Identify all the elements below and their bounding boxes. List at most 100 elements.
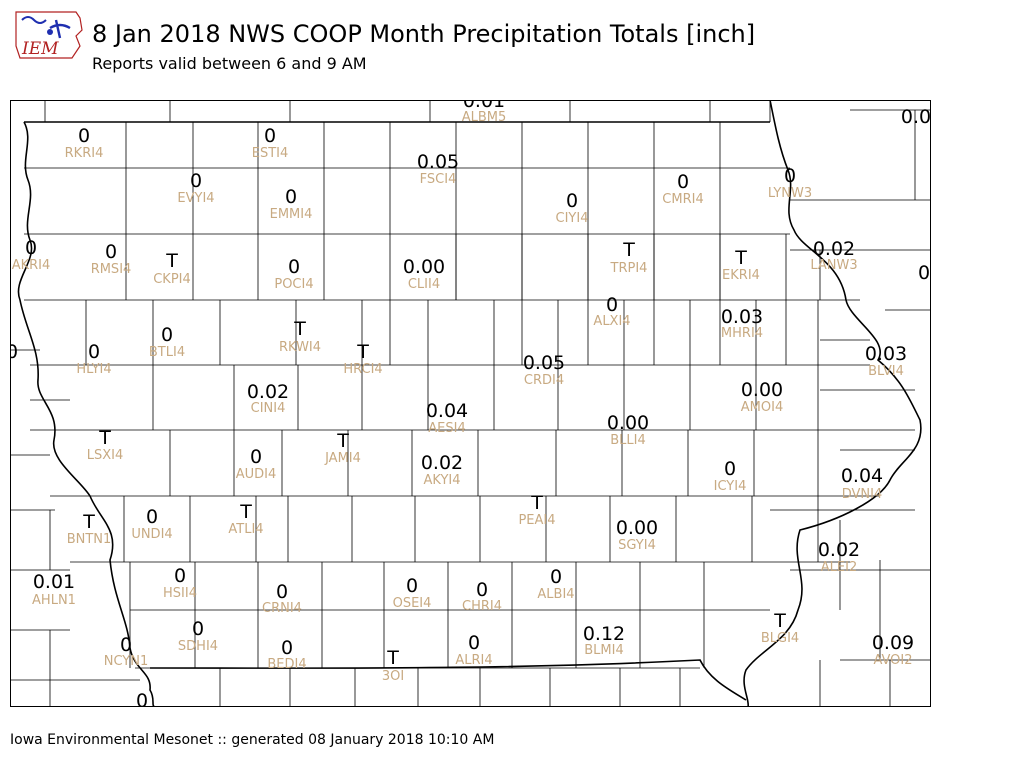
station-id: RKRI4 bbox=[65, 146, 104, 161]
station-value: 0 bbox=[566, 190, 578, 212]
edge-value: 0 bbox=[918, 262, 930, 284]
station-id: ESTI4 bbox=[252, 146, 289, 161]
page-subtitle: Reports valid between 6 and 9 AM bbox=[92, 54, 367, 73]
station-value: 0 bbox=[784, 165, 796, 187]
station-value: T bbox=[336, 430, 349, 452]
station-value: 0 bbox=[276, 581, 288, 603]
station-id: SGYI4 bbox=[618, 538, 656, 553]
logo-text: IEM bbox=[21, 39, 59, 59]
station-id: RKWI4 bbox=[279, 340, 321, 355]
station-value: T bbox=[82, 511, 95, 533]
station-id: CLII4 bbox=[408, 277, 440, 292]
station-id: BLGI4 bbox=[761, 631, 799, 646]
station-id: BEDI4 bbox=[267, 657, 306, 672]
station-value: 0.00 bbox=[741, 379, 783, 401]
station-value: T bbox=[530, 492, 543, 514]
station-value: T bbox=[293, 318, 306, 340]
page-title: 8 Jan 2018 NWS COOP Month Precipitation … bbox=[92, 20, 756, 48]
station-value: 0.04 bbox=[426, 400, 468, 422]
station-id: EKRI4 bbox=[722, 268, 760, 283]
station-id: OSEI4 bbox=[393, 596, 432, 611]
station-value: 0 bbox=[677, 171, 689, 193]
station-value: 0 bbox=[285, 186, 297, 208]
station-id: ALXI4 bbox=[593, 314, 630, 329]
station-value: 0 bbox=[120, 634, 132, 656]
station-value: T bbox=[773, 610, 786, 632]
station-id: ALEI2 bbox=[821, 560, 857, 575]
station-id: PEAI4 bbox=[518, 513, 555, 528]
state-borders bbox=[17, 99, 922, 708]
station-value: 0 bbox=[250, 446, 262, 468]
station-value: 0.04 bbox=[841, 465, 883, 487]
edge-value: 0 bbox=[10, 341, 18, 363]
station-id: CRDI4 bbox=[524, 373, 564, 388]
station-id: EVYI4 bbox=[177, 191, 214, 206]
station-id: MHRI4 bbox=[721, 326, 763, 341]
station-id: EMMI4 bbox=[270, 207, 313, 222]
station-value: 0 bbox=[606, 294, 618, 316]
station-value: 0.00 bbox=[607, 412, 649, 434]
station-value: 0 bbox=[476, 579, 488, 601]
station-id: CKPI4 bbox=[153, 272, 191, 287]
station-value: 0 bbox=[146, 506, 158, 528]
station-value: 0 bbox=[468, 632, 480, 654]
station-id: LANW3 bbox=[810, 258, 857, 273]
precipitation-map: 0.01 ALBM5 0 RKRI4 0 ESTI4 0.05 FSCI4 0 EVYI4… bbox=[6, 90, 931, 712]
station-id: NCYN1 bbox=[104, 654, 149, 669]
station-id: CMRI4 bbox=[662, 192, 703, 207]
station-id: ALBI4 bbox=[537, 587, 574, 602]
station-value: 0 bbox=[174, 565, 186, 587]
county-lines bbox=[10, 100, 931, 707]
station-id: ATLI4 bbox=[228, 522, 263, 537]
station-value: T bbox=[356, 341, 369, 363]
station-value: 0 bbox=[406, 575, 418, 597]
station-id: CRNI4 bbox=[262, 601, 302, 616]
station-value: 0.03 bbox=[865, 343, 907, 365]
edge-value: 0 bbox=[136, 690, 148, 707]
station-value: 0 bbox=[105, 241, 117, 263]
station-value: T bbox=[622, 239, 635, 261]
footer-credit: Iowa Environmental Mesonet :: generated … bbox=[10, 732, 495, 748]
station-value: 0.02 bbox=[818, 539, 860, 561]
station-value: 0 bbox=[724, 458, 736, 480]
station-id: BLMI4 bbox=[584, 643, 623, 658]
station-id: AUDI4 bbox=[236, 467, 277, 482]
station-id: CINI4 bbox=[251, 401, 286, 416]
station-value: 0.05 bbox=[523, 352, 565, 374]
station-id: ALBM5 bbox=[462, 110, 507, 125]
station-id: POCI4 bbox=[274, 277, 313, 292]
station-id: BNTN1 bbox=[67, 532, 112, 547]
station-id: HRCI4 bbox=[343, 362, 382, 377]
